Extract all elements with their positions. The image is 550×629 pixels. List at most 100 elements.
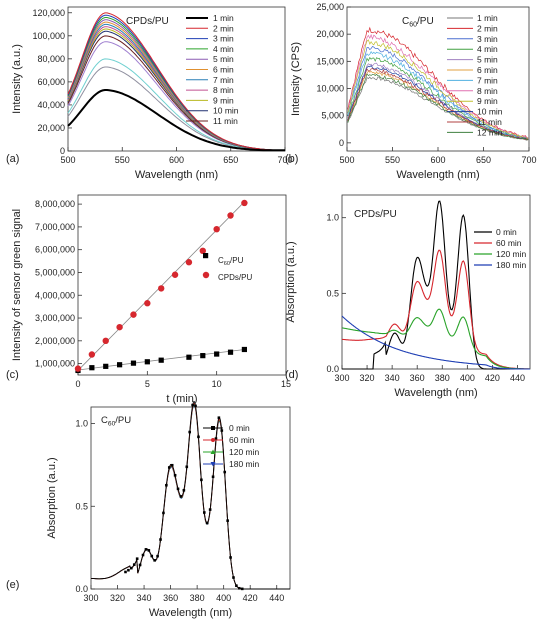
- legend-entry: 12 min: [477, 127, 503, 137]
- panel-label-c: (c): [6, 369, 19, 381]
- series-line: [67, 89, 285, 152]
- y-tick-label: 15,000: [316, 56, 344, 66]
- data-point: [130, 566, 133, 570]
- legend-entry: 180 min: [229, 459, 260, 469]
- series-line: [67, 26, 285, 151]
- legend-entry: 8 min: [477, 86, 498, 96]
- chart-title: C60/PU: [402, 16, 434, 29]
- y-tick-label: 7,000,000: [35, 222, 75, 232]
- panel-label-d: (d): [285, 369, 298, 381]
- series-line: [67, 17, 285, 151]
- legend-entry: 2 min: [213, 23, 234, 33]
- legend-entry: 5 min: [213, 54, 234, 64]
- data-point: [226, 519, 229, 522]
- chart-panel-5: 300 320 340 360 380 400 420 440 0.0 0.5 1.0 Wavelen…: [46, 401, 291, 619]
- data-point: [165, 483, 168, 487]
- x-tick-label: 400: [216, 593, 231, 603]
- x-tick-label: 320: [110, 593, 125, 603]
- legend-entry: C60/PU: [218, 256, 244, 267]
- data-point: [170, 463, 174, 467]
- legend-marker: [203, 253, 209, 259]
- data-point: [171, 271, 179, 278]
- y-tick-label: 0.5: [75, 501, 88, 511]
- x-tick-label: 440: [510, 373, 525, 383]
- data-point: [208, 508, 212, 511]
- plot-frame: [341, 194, 531, 370]
- legend-entry: 60 min: [229, 435, 255, 445]
- data-point: [132, 563, 136, 566]
- series-line: [341, 308, 530, 370]
- series-line: [67, 21, 285, 151]
- data-point: [227, 212, 234, 219]
- x-tick-label: 360: [410, 373, 425, 383]
- y-tick-label: 0.0: [326, 364, 339, 374]
- series-line: [67, 14, 285, 151]
- legend-entry: 11 min: [477, 117, 502, 127]
- y-axis-label: Intensity of sensor green signal: [11, 209, 23, 361]
- data-point: [102, 337, 109, 345]
- y-tick-label: 1.0: [75, 419, 88, 429]
- data-point: [199, 247, 206, 255]
- x-tick-label: 5: [145, 379, 150, 389]
- data-point: [185, 259, 193, 266]
- data-point: [167, 466, 171, 469]
- x-tick-label: 420: [485, 373, 500, 383]
- x-tick-label: 300: [83, 593, 98, 603]
- x-tick-label: 550: [385, 155, 400, 165]
- x-tick-label: 550: [115, 155, 130, 165]
- data-point: [241, 346, 247, 353]
- legend-entry: 4 min: [213, 44, 234, 54]
- y-tick-label: 120,000: [32, 8, 65, 18]
- series-line: [67, 19, 285, 151]
- series-line: [347, 62, 529, 141]
- series-line: [347, 68, 529, 141]
- legend-entry: 10 min: [213, 106, 239, 116]
- data-point: [223, 470, 227, 474]
- x-tick-label: 600: [169, 155, 184, 165]
- data-point: [220, 429, 224, 432]
- x-tick-label: 10: [212, 379, 222, 389]
- x-tick-label: 380: [190, 593, 205, 603]
- data-point: [227, 349, 234, 355]
- x-axis-label: Wavelength (nm): [149, 607, 232, 619]
- legend-entry: 11 min: [213, 116, 238, 126]
- x-tick-label: 380: [435, 373, 450, 383]
- legend-entry: 180 min: [496, 260, 527, 270]
- data-point: [130, 360, 137, 366]
- panel-label-e: (e): [6, 579, 19, 591]
- data-point: [153, 559, 156, 562]
- series-line: [347, 76, 529, 141]
- data-point: [147, 549, 151, 552]
- x-tick-label: 340: [385, 373, 400, 383]
- y-tick-label: 20,000: [316, 29, 344, 39]
- data-point: [191, 403, 194, 407]
- data-point: [141, 553, 145, 557]
- chart-panel-2: 500 550 600 650 700 0 5,000 10,000 15,000 20,000 2…: [290, 2, 537, 181]
- data-point: [103, 363, 109, 369]
- x-tick-label: 400: [460, 373, 475, 383]
- chart-title: CPDs/PU: [126, 16, 169, 27]
- plot-frame: [90, 406, 291, 590]
- plot-frame: [77, 194, 287, 376]
- x-tick-label: 700: [521, 155, 536, 165]
- y-tick-label: 8,000,000: [35, 199, 75, 209]
- data-point: [162, 511, 165, 515]
- data-point: [156, 554, 159, 558]
- chart-title: C60/PU: [101, 415, 131, 427]
- data-point: [179, 495, 183, 498]
- data-point: [130, 311, 137, 318]
- data-point: [241, 199, 248, 207]
- legend-entry: 2 min: [477, 23, 498, 33]
- x-axis-label: Wavelength (nm): [135, 169, 218, 181]
- data-point: [197, 435, 200, 439]
- legend-marker: [210, 449, 216, 454]
- series-line: [91, 401, 290, 590]
- series-line: [347, 73, 529, 141]
- x-tick-label: 500: [60, 155, 75, 165]
- x-tick-label: 440: [269, 593, 284, 603]
- data-point: [117, 362, 123, 368]
- data-point: [144, 359, 150, 365]
- legend-entry: 8 min: [213, 85, 234, 95]
- x-tick-label: 650: [476, 155, 491, 165]
- legend-entry: 60 min: [496, 238, 522, 248]
